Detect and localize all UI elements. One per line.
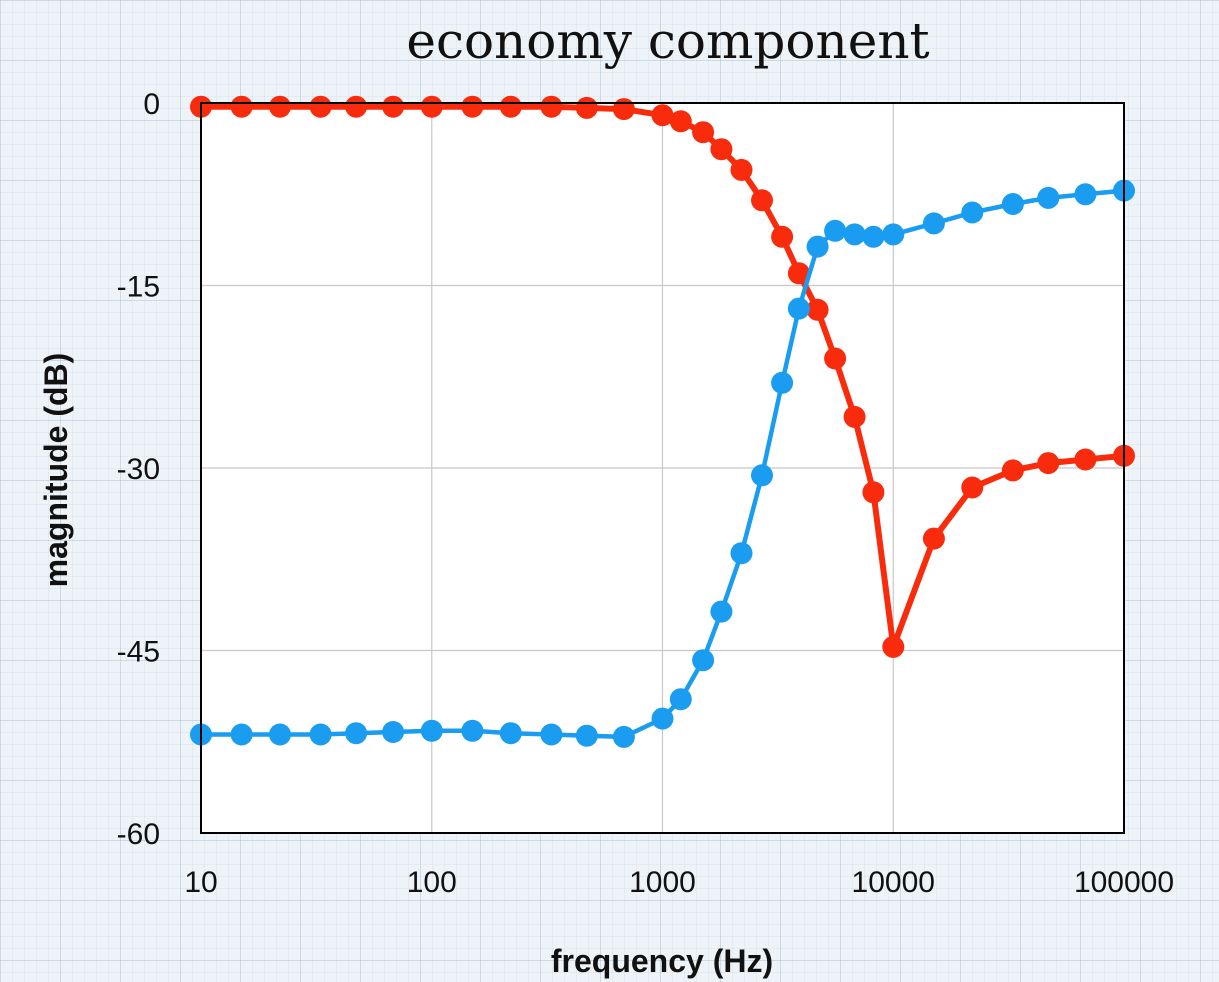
data-point: [420, 719, 443, 742]
data-point: [230, 95, 253, 118]
data-point: [710, 138, 733, 161]
data-point: [345, 722, 368, 745]
data-point: [922, 527, 945, 550]
data-point: [787, 262, 810, 285]
data-point: [692, 121, 715, 144]
data-point: [771, 225, 794, 248]
x-axis-ticks: 10 100 1000 10000 100000: [184, 866, 1174, 899]
data-point: [669, 688, 692, 711]
data-point: [269, 95, 291, 118]
data-point: [692, 649, 715, 672]
series-2: [190, 179, 1135, 748]
x-tick-label: 1000: [629, 866, 696, 899]
data-point: [1037, 452, 1060, 475]
series-layer: [190, 95, 1135, 748]
data-point: [843, 405, 866, 428]
data-point: [1074, 183, 1097, 206]
data-point: [751, 189, 773, 212]
data-point: [461, 95, 484, 118]
x-tick-label: 100: [407, 866, 457, 899]
data-point: [309, 95, 332, 118]
data-point: [730, 158, 753, 181]
x-axis-label: frequency (Hz): [551, 943, 773, 979]
data-point: [420, 95, 443, 118]
data-point: [382, 95, 405, 118]
data-point: [1074, 448, 1097, 471]
y-axis-label: magnitude (dB): [38, 353, 74, 588]
data-point: [862, 225, 885, 248]
data-point: [382, 721, 405, 743]
data-point: [862, 481, 885, 504]
data-point: [1037, 186, 1060, 209]
data-point: [961, 201, 984, 224]
data-point: [540, 723, 563, 746]
data-point: [771, 371, 794, 394]
data-point: [730, 542, 753, 565]
data-point: [882, 635, 905, 658]
data-point: [612, 98, 635, 121]
chart-title: economy component: [406, 12, 929, 70]
data-point: [540, 95, 563, 118]
data-point: [612, 725, 635, 748]
data-point: [1001, 459, 1024, 482]
data-point: [669, 110, 692, 133]
y-tick-label: -60: [117, 818, 160, 851]
data-point: [806, 235, 829, 258]
data-point: [575, 96, 598, 119]
x-tick-label: 100000: [1074, 866, 1174, 899]
y-tick-label: -15: [117, 271, 160, 304]
data-point: [461, 719, 484, 742]
data-point: [651, 707, 674, 730]
data-point: [575, 724, 598, 747]
data-point: [269, 723, 291, 746]
data-point: [499, 722, 522, 745]
y-tick-label: 0: [143, 88, 160, 121]
data-point: [1001, 193, 1024, 215]
data-point: [710, 600, 733, 623]
y-tick-label: -45: [117, 636, 160, 669]
data-point: [806, 298, 829, 321]
data-point: [309, 723, 332, 746]
data-point: [922, 212, 945, 235]
y-tick-label: -30: [117, 453, 160, 486]
x-tick-label: 10000: [852, 866, 935, 899]
data-point: [751, 464, 773, 487]
data-point: [499, 95, 522, 118]
y-axis-ticks: 0 -15 -30 -45 -60: [117, 88, 160, 851]
data-point: [843, 223, 866, 246]
data-point: [961, 476, 984, 499]
data-point: [824, 219, 847, 242]
data-point: [787, 297, 810, 320]
series-1: [190, 95, 1135, 658]
data-point: [230, 723, 253, 746]
data-point: [651, 104, 674, 127]
data-point: [824, 347, 847, 370]
data-point: [345, 95, 368, 118]
plot-frame: [200, 102, 1125, 834]
data-point: [882, 223, 905, 246]
x-tick-label: 10: [184, 866, 217, 899]
